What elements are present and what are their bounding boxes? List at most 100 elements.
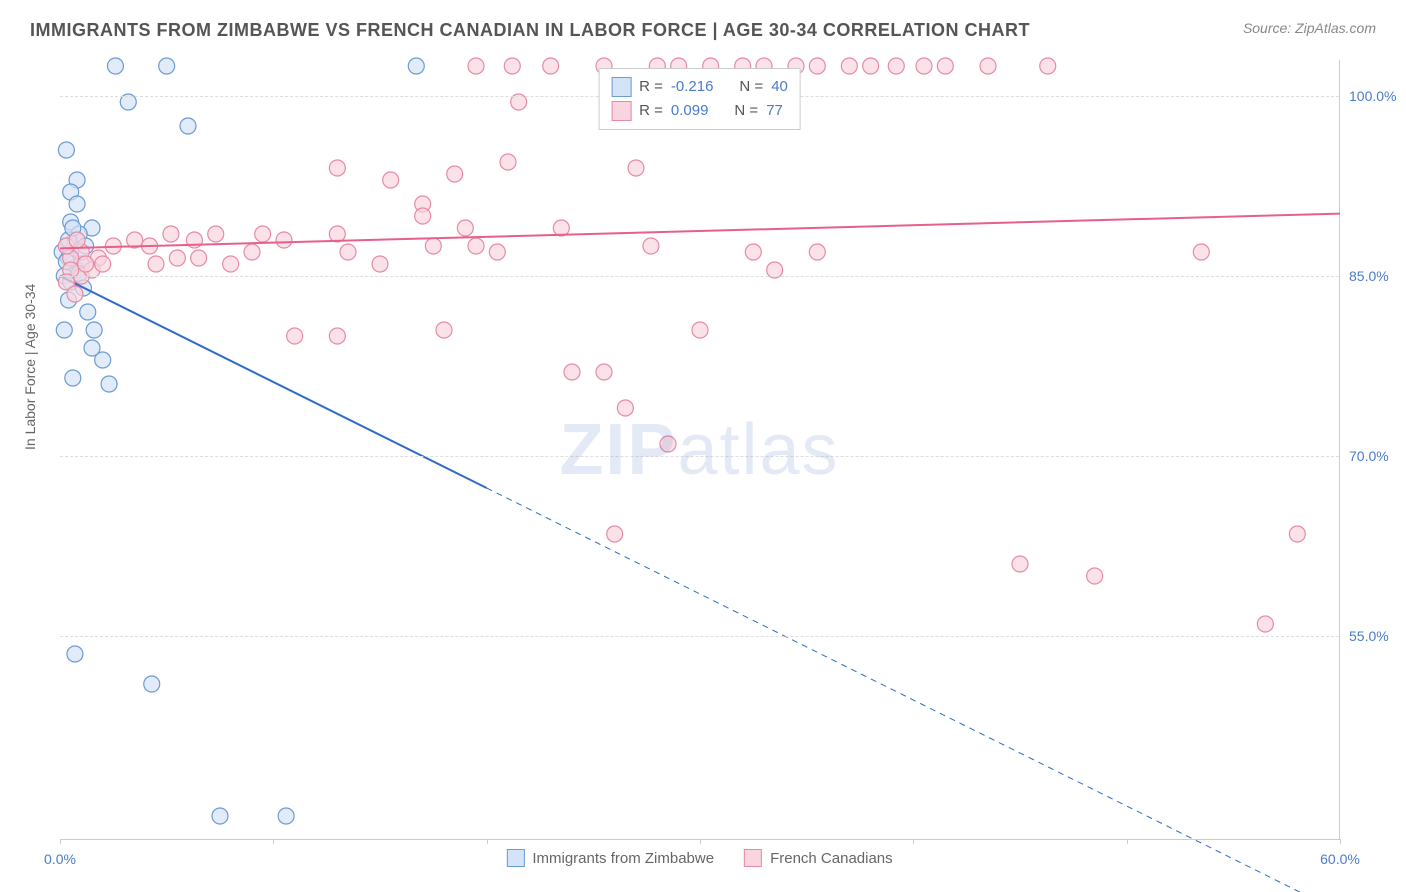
n-value: 77 [766, 99, 783, 123]
legend-swatch [611, 101, 631, 121]
scatter-svg [60, 60, 1339, 839]
gridline [60, 276, 1339, 277]
r-value: -0.216 [671, 75, 714, 99]
data-point [468, 58, 484, 74]
data-point [937, 58, 953, 74]
chart-title: IMMIGRANTS FROM ZIMBABWE VS FRENCH CANAD… [30, 20, 1030, 41]
data-point [329, 328, 345, 344]
r-label: R = [639, 75, 663, 99]
data-point [244, 244, 260, 260]
data-point [208, 226, 224, 242]
data-point [643, 238, 659, 254]
data-point [212, 808, 228, 824]
data-point [1040, 58, 1056, 74]
chart-plot-area: ZIPatlas R = -0.216 N = 40 R = 0.099 N =… [60, 60, 1340, 840]
ytick-label: 55.0% [1349, 628, 1406, 644]
data-point [408, 58, 424, 74]
data-point [447, 166, 463, 182]
data-point [101, 376, 117, 392]
xtick [700, 839, 701, 844]
legend-swatch [611, 77, 631, 97]
trend-line [60, 214, 1340, 249]
legend-item: French Canadians [744, 849, 893, 867]
xtick [913, 839, 914, 844]
data-point [660, 436, 676, 452]
data-point [980, 58, 996, 74]
xtick [487, 839, 488, 844]
chart-header: IMMIGRANTS FROM ZIMBABWE VS FRENCH CANAD… [0, 0, 1406, 51]
data-point [745, 244, 761, 260]
data-point [841, 58, 857, 74]
r-label: R = [639, 99, 663, 123]
ytick-label: 70.0% [1349, 448, 1406, 464]
n-label: N = [734, 99, 758, 123]
data-point [809, 244, 825, 260]
data-point [1257, 616, 1273, 632]
data-point [809, 58, 825, 74]
legend-label: French Canadians [770, 850, 893, 867]
data-point [78, 256, 94, 272]
data-point [95, 352, 111, 368]
data-point [916, 58, 932, 74]
data-point [287, 328, 303, 344]
data-point [553, 220, 569, 236]
data-point [489, 244, 505, 260]
data-point [191, 250, 207, 266]
legend-item: Immigrants from Zimbabwe [506, 849, 714, 867]
n-value: 40 [771, 75, 788, 99]
legend-row: R = -0.216 N = 40 [611, 75, 788, 99]
legend-label: Immigrants from Zimbabwe [532, 850, 714, 867]
data-point [276, 232, 292, 248]
data-point [67, 286, 83, 302]
data-point [58, 142, 74, 158]
data-point [504, 58, 520, 74]
data-point [107, 58, 123, 74]
xtick [60, 839, 61, 844]
data-point [163, 226, 179, 242]
legend-swatch [744, 849, 762, 867]
data-point [436, 322, 452, 338]
data-point [596, 364, 612, 380]
data-point [223, 256, 239, 272]
data-point [86, 322, 102, 338]
data-point [1012, 556, 1028, 572]
n-label: N = [739, 75, 763, 99]
xtick [1340, 839, 1341, 844]
data-point [564, 364, 580, 380]
chart-source: Source: ZipAtlas.com [1243, 20, 1376, 36]
data-point [329, 160, 345, 176]
data-point [692, 322, 708, 338]
data-point [95, 256, 111, 272]
data-point [169, 250, 185, 266]
data-point [543, 58, 559, 74]
data-point [415, 208, 431, 224]
correlation-legend: R = -0.216 N = 40 R = 0.099 N = 77 [598, 68, 801, 130]
data-point [340, 244, 356, 260]
gridline [60, 636, 1339, 637]
legend-row: R = 0.099 N = 77 [611, 99, 788, 123]
data-point [148, 256, 164, 272]
xtick-label: 60.0% [1320, 851, 1360, 867]
data-point [617, 400, 633, 416]
y-axis-label: In Labor Force | Age 30-34 [22, 284, 38, 450]
data-point [80, 304, 96, 320]
data-point [607, 526, 623, 542]
data-point [159, 58, 175, 74]
data-point [69, 196, 85, 212]
data-point [863, 58, 879, 74]
data-point [1193, 244, 1209, 260]
data-point [468, 238, 484, 254]
data-point [56, 322, 72, 338]
data-point [67, 646, 83, 662]
data-point [628, 160, 644, 176]
data-point [65, 370, 81, 386]
trend-line-dashed [487, 488, 1340, 892]
data-point [888, 58, 904, 74]
data-point [1087, 568, 1103, 584]
data-point [329, 226, 345, 242]
data-point [144, 676, 160, 692]
data-point [180, 118, 196, 134]
data-point [278, 808, 294, 824]
gridline [60, 456, 1339, 457]
data-point [372, 256, 388, 272]
